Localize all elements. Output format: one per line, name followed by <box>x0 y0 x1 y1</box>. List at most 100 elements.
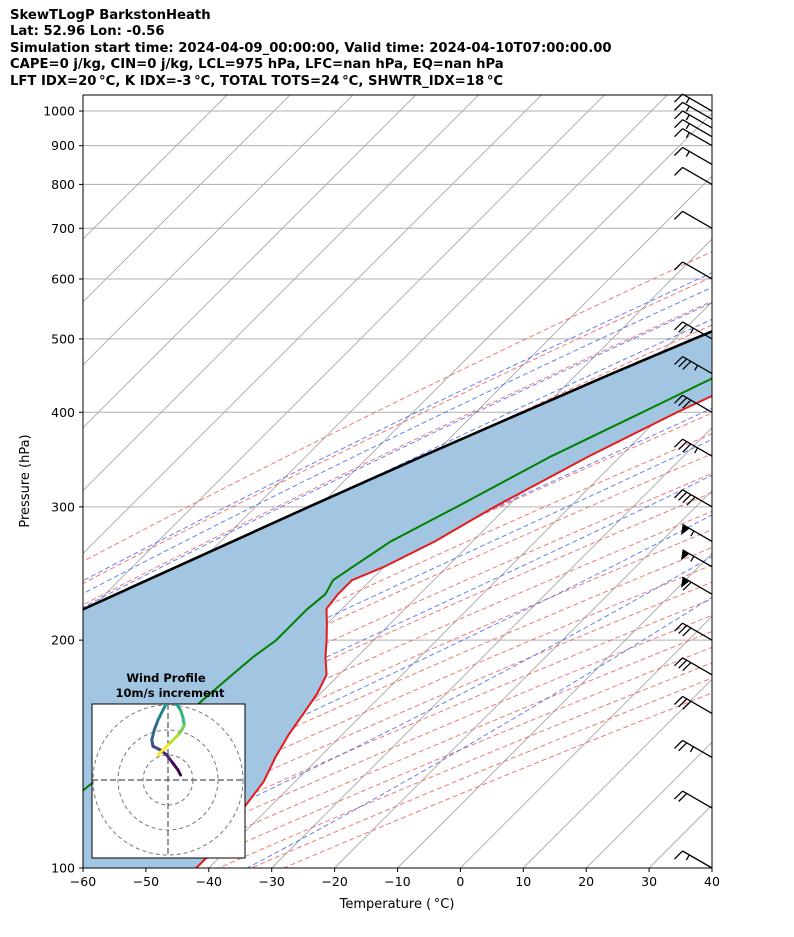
barb-staff <box>682 261 713 280</box>
wind-barb <box>673 489 713 508</box>
wind-barb <box>673 119 713 138</box>
barb-full <box>673 128 684 138</box>
isotherm <box>334 489 712 868</box>
barb-full <box>673 438 684 448</box>
chart-title: SkewTLogP BarkstonHeath <box>10 8 211 23</box>
barb-staff <box>682 146 713 166</box>
barb-full <box>678 793 688 802</box>
isotherm <box>271 427 712 868</box>
wind-barb <box>673 128 713 147</box>
barb-full <box>673 210 684 220</box>
barb-half <box>690 555 695 562</box>
location-line: Lat: 52.96 Lon: -0.56 <box>10 24 165 40</box>
barb-full <box>673 147 684 156</box>
barb-full <box>678 491 688 501</box>
barb-full <box>673 622 684 632</box>
wind-barb <box>673 110 713 129</box>
barb-full <box>678 397 688 407</box>
barb-flag <box>681 577 690 588</box>
barb-full <box>678 625 688 635</box>
hodograph-segment <box>164 704 169 707</box>
moist-adiabat <box>83 514 712 820</box>
barb-staff <box>682 523 713 543</box>
wind-barb <box>673 438 713 457</box>
y-tick-label: 500 <box>51 331 75 346</box>
time-line: Simulation start time: 2024-04-09_00:00:… <box>10 40 612 56</box>
x-tick-label: 0 <box>456 874 464 889</box>
barb-full <box>673 93 684 103</box>
hodograph-segment <box>156 748 165 757</box>
barb-full <box>673 394 684 404</box>
wind-barb <box>673 850 713 869</box>
isotherm <box>145 301 712 868</box>
barb-full <box>682 662 692 672</box>
isotherm <box>83 95 605 618</box>
parcel-line <box>83 329 712 611</box>
barb-staff <box>682 850 713 869</box>
barb-staff <box>682 438 713 457</box>
wind-barb <box>673 166 713 185</box>
isotherm <box>83 95 291 303</box>
y-tick-label: 300 <box>51 499 75 514</box>
wind-barb <box>673 355 713 375</box>
dry-adiabat <box>83 300 712 606</box>
barb-full <box>678 698 688 708</box>
wind-barb <box>673 146 713 166</box>
barb-flag <box>681 549 690 561</box>
temperature-line <box>195 394 712 868</box>
barb-full <box>678 742 688 752</box>
isotherm <box>397 552 712 868</box>
barb-full <box>673 850 684 860</box>
barb-full <box>673 261 684 271</box>
x-tick-label: −40 <box>196 874 222 889</box>
barb-staff <box>682 790 713 809</box>
barb-full <box>682 494 692 504</box>
barb-full <box>673 739 684 749</box>
x-tick-label: −50 <box>133 874 159 889</box>
wind-barb <box>673 261 713 280</box>
isotherm <box>208 364 712 868</box>
barb-staff <box>682 394 713 413</box>
isotherm <box>83 95 354 366</box>
barb-half <box>694 364 699 371</box>
x-tick-label: −30 <box>259 874 285 889</box>
wind-barb <box>673 101 713 120</box>
x-tick-label: 10 <box>515 874 531 889</box>
isotherm <box>83 95 479 492</box>
barb-full <box>673 696 684 705</box>
barb-full <box>673 110 684 120</box>
barb-staff <box>682 739 713 758</box>
wind-barb <box>673 210 713 229</box>
cape-line: CAPE=0 j/kg, CIN=0 j/kg, LCL=975 hPa, LF… <box>10 57 504 73</box>
moist-adiabat <box>83 302 712 608</box>
hodograph-segment <box>150 728 156 742</box>
barb-staff <box>682 128 713 147</box>
hodograph-subtitle: 10m/s increment <box>116 686 225 700</box>
isotherm <box>83 95 228 240</box>
isotherm <box>648 804 712 868</box>
x-tick-label: −60 <box>70 874 96 889</box>
barb-half <box>685 123 690 130</box>
isotherm <box>83 95 542 555</box>
barb-full <box>682 360 692 370</box>
isotherm <box>83 95 417 429</box>
barb-staff <box>682 119 713 138</box>
moist-adiabat <box>83 474 712 773</box>
barb-half <box>685 97 690 104</box>
wind-barb <box>673 321 713 340</box>
barb-full <box>673 489 684 499</box>
barb-staff <box>682 657 713 676</box>
barb-flag <box>681 524 690 536</box>
barb-staff <box>682 622 713 641</box>
x-tick-label: 40 <box>704 874 720 889</box>
barb-full <box>682 443 692 453</box>
chart-header: SkewTLogP BarkstonHeath Lat: 52.96 Lon: … <box>10 8 612 90</box>
barb-full <box>673 790 684 800</box>
y-tick-label: 200 <box>51 633 75 648</box>
barb-staff <box>682 355 713 375</box>
barb-full <box>682 627 692 637</box>
barb-full <box>673 356 684 366</box>
barb-staff <box>682 101 713 120</box>
barb-half <box>694 447 699 454</box>
